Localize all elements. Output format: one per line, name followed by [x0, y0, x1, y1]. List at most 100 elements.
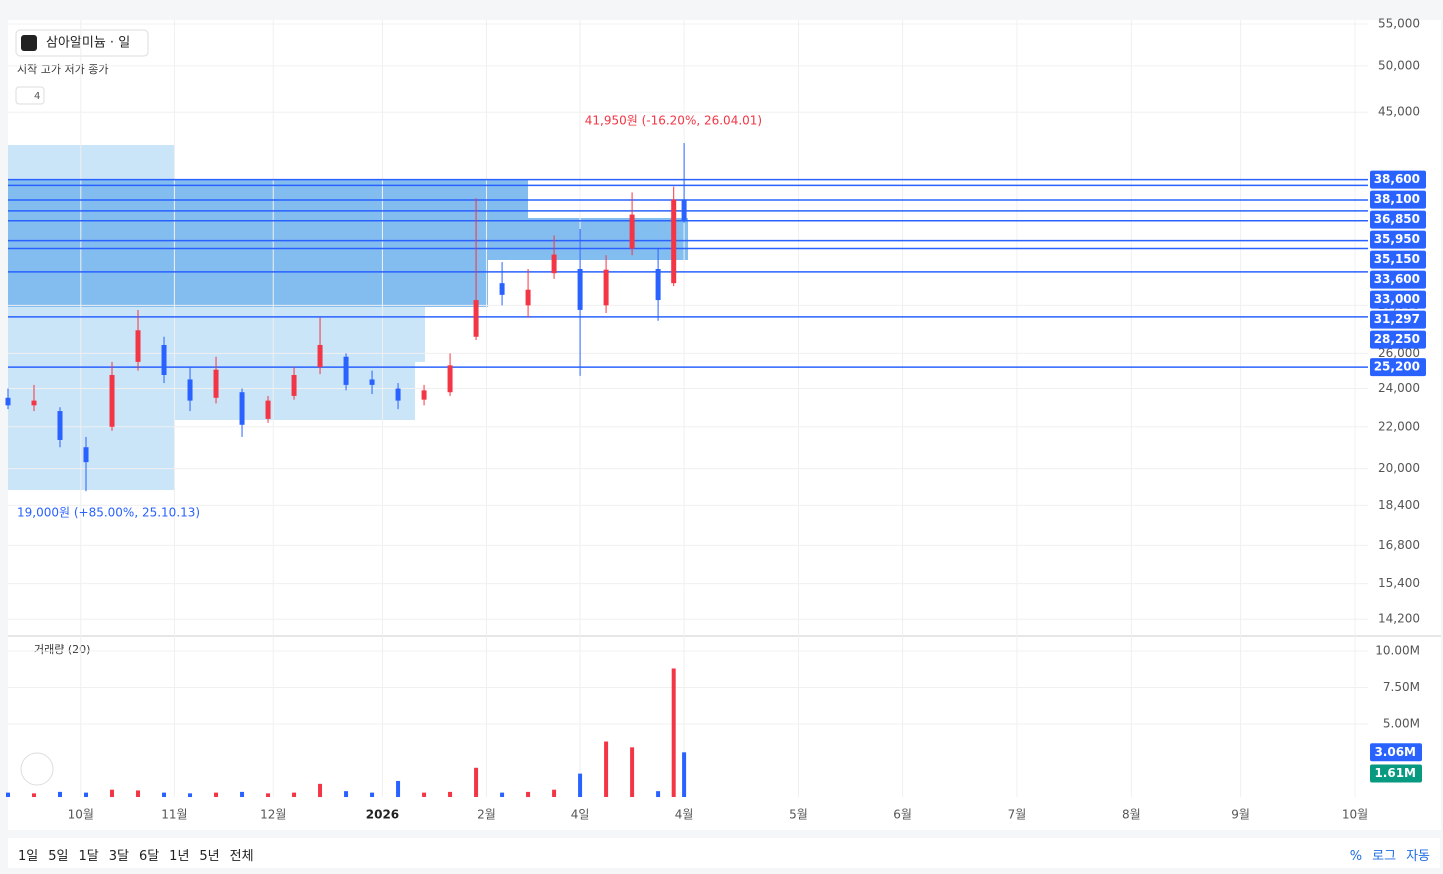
volume-bar [630, 747, 635, 797]
volume-bar [656, 791, 661, 797]
volume-tick-label: 10.00M [1375, 643, 1420, 657]
volume-bar [240, 791, 245, 797]
x-tick-label: 8월 [1122, 808, 1141, 822]
price-badge [1370, 358, 1426, 377]
candle-body [395, 388, 401, 401]
y-tick-label: 14,200 [1378, 612, 1420, 626]
tv-logo [20, 752, 54, 786]
ohlc-label: 시작 고가 저가 종가 [17, 63, 108, 76]
price-badge-label: 33,000 [1374, 292, 1420, 306]
volume-badge [1370, 764, 1422, 783]
volume-bar [344, 791, 349, 797]
price-badge-label: 38,600 [1374, 172, 1420, 186]
candle-body [655, 268, 661, 301]
candle-body [135, 330, 141, 362]
volume-tick-label: 5.00M [1383, 716, 1420, 730]
price-badge [1370, 210, 1426, 229]
toolbar-button[interactable]: 자동 [1406, 849, 1430, 864]
candle-body [369, 379, 375, 385]
candle-body [161, 344, 167, 376]
x-tick-label: 4월 [675, 808, 694, 822]
volume-bar [500, 792, 505, 797]
volume-profile [8, 145, 688, 490]
price-badge [1370, 290, 1426, 309]
candle-body [239, 392, 245, 425]
price-badge-label: 36,850 [1374, 212, 1420, 226]
price-annotation: 41,950원 (-16.20%, 26.04.01) [585, 114, 762, 128]
volume-bar [422, 792, 427, 797]
y-tick-label: 24,000 [1378, 381, 1420, 395]
x-tick-label: 5월 [789, 808, 808, 822]
toolbar-button[interactable]: 5년 [199, 849, 220, 864]
toolbar-button[interactable]: 전체 [229, 849, 254, 864]
volume-label: 거래량 (20) [34, 643, 90, 656]
toolbar-button[interactable]: 1일 [18, 849, 39, 864]
price-badge-label: 28,250 [1374, 332, 1420, 346]
candle-body [447, 365, 453, 393]
price-annotation: 19,000원 (+85.00%, 25.10.13) [17, 506, 200, 520]
price-badge [1370, 270, 1426, 289]
volume-badge [1370, 743, 1422, 762]
volume-bar [370, 792, 375, 797]
x-tick-label: 12월 [260, 808, 286, 822]
candle-body [499, 283, 505, 295]
toolbar-button[interactable]: 로그 [1372, 849, 1397, 864]
toolbar-button[interactable]: % [1349, 849, 1363, 864]
option-group: % 로그 자동 [1340, 838, 1430, 864]
price-badge-label: 31,297 [1374, 312, 1420, 326]
volume-badge-label: 3.06M [1374, 745, 1416, 759]
candle-body [343, 356, 349, 385]
candle-body [551, 254, 557, 274]
price-badge-label: 35,950 [1374, 232, 1420, 246]
candle-body [525, 289, 531, 306]
volume-bar [578, 773, 583, 797]
price-badge [1370, 310, 1426, 329]
candle-body [187, 379, 193, 401]
volume-bar [6, 792, 10, 797]
volume-bar [474, 767, 479, 797]
indicator-toggle[interactable] [15, 86, 45, 105]
x-tick-label: 9월 [1231, 808, 1250, 822]
candle-body [213, 369, 219, 398]
y-tick-label: 55,000 [1378, 16, 1420, 30]
toolbar-button[interactable]: 1달 [78, 849, 99, 864]
volume-bar [552, 789, 557, 797]
toolbar-button[interactable]: 5일 [48, 849, 69, 864]
x-tick-label: 7월 [1008, 808, 1027, 822]
toolbar: 1일 5일 1달 3달 6달 1년 5년 전체 % 로그 자동 [8, 838, 1440, 868]
volume-bar [526, 791, 531, 797]
candle-body [577, 268, 583, 310]
candle-body [265, 400, 271, 419]
candle-body [421, 390, 427, 400]
x-tick-label: 4일 [571, 808, 590, 822]
y-tick-label: 45,000 [1378, 105, 1420, 119]
price-badge-label: 33,600 [1374, 272, 1420, 286]
indicator-count: 4 [34, 91, 40, 102]
toolbar-button[interactable]: 3달 [108, 849, 129, 864]
volume-bar [671, 668, 676, 797]
volume-bar [292, 792, 297, 797]
symbol-box[interactable] [15, 29, 149, 57]
x-tick-label: 2월 [477, 808, 496, 822]
volume-bar [58, 791, 63, 797]
volume-bar [32, 793, 37, 797]
candle-body [671, 199, 677, 284]
price-badge-label: 25,200 [1374, 360, 1420, 374]
x-tick-label: 2026 [366, 808, 399, 822]
symbol-title: 삼아알미늄 · 일 [46, 36, 130, 51]
volume-bar [448, 791, 453, 797]
candle-body [31, 400, 37, 406]
volume-bar [162, 792, 167, 797]
candle-body [109, 375, 115, 427]
price-badge-label: 35,150 [1374, 252, 1420, 266]
x-tick-label: 6월 [893, 808, 912, 822]
price-badge [1370, 190, 1426, 209]
chart: 삼아알미늄 · 일 시작 고가 저가 종가 4 거래량 (20) 55,000 5… [5, 16, 1441, 822]
candle-body [317, 344, 323, 368]
volume-bar [682, 752, 687, 797]
candle-body [681, 199, 687, 221]
candle-body [603, 269, 609, 306]
toolbar-button[interactable]: 6달 [138, 849, 160, 864]
toolbar-button[interactable]: 1년 [169, 849, 190, 864]
